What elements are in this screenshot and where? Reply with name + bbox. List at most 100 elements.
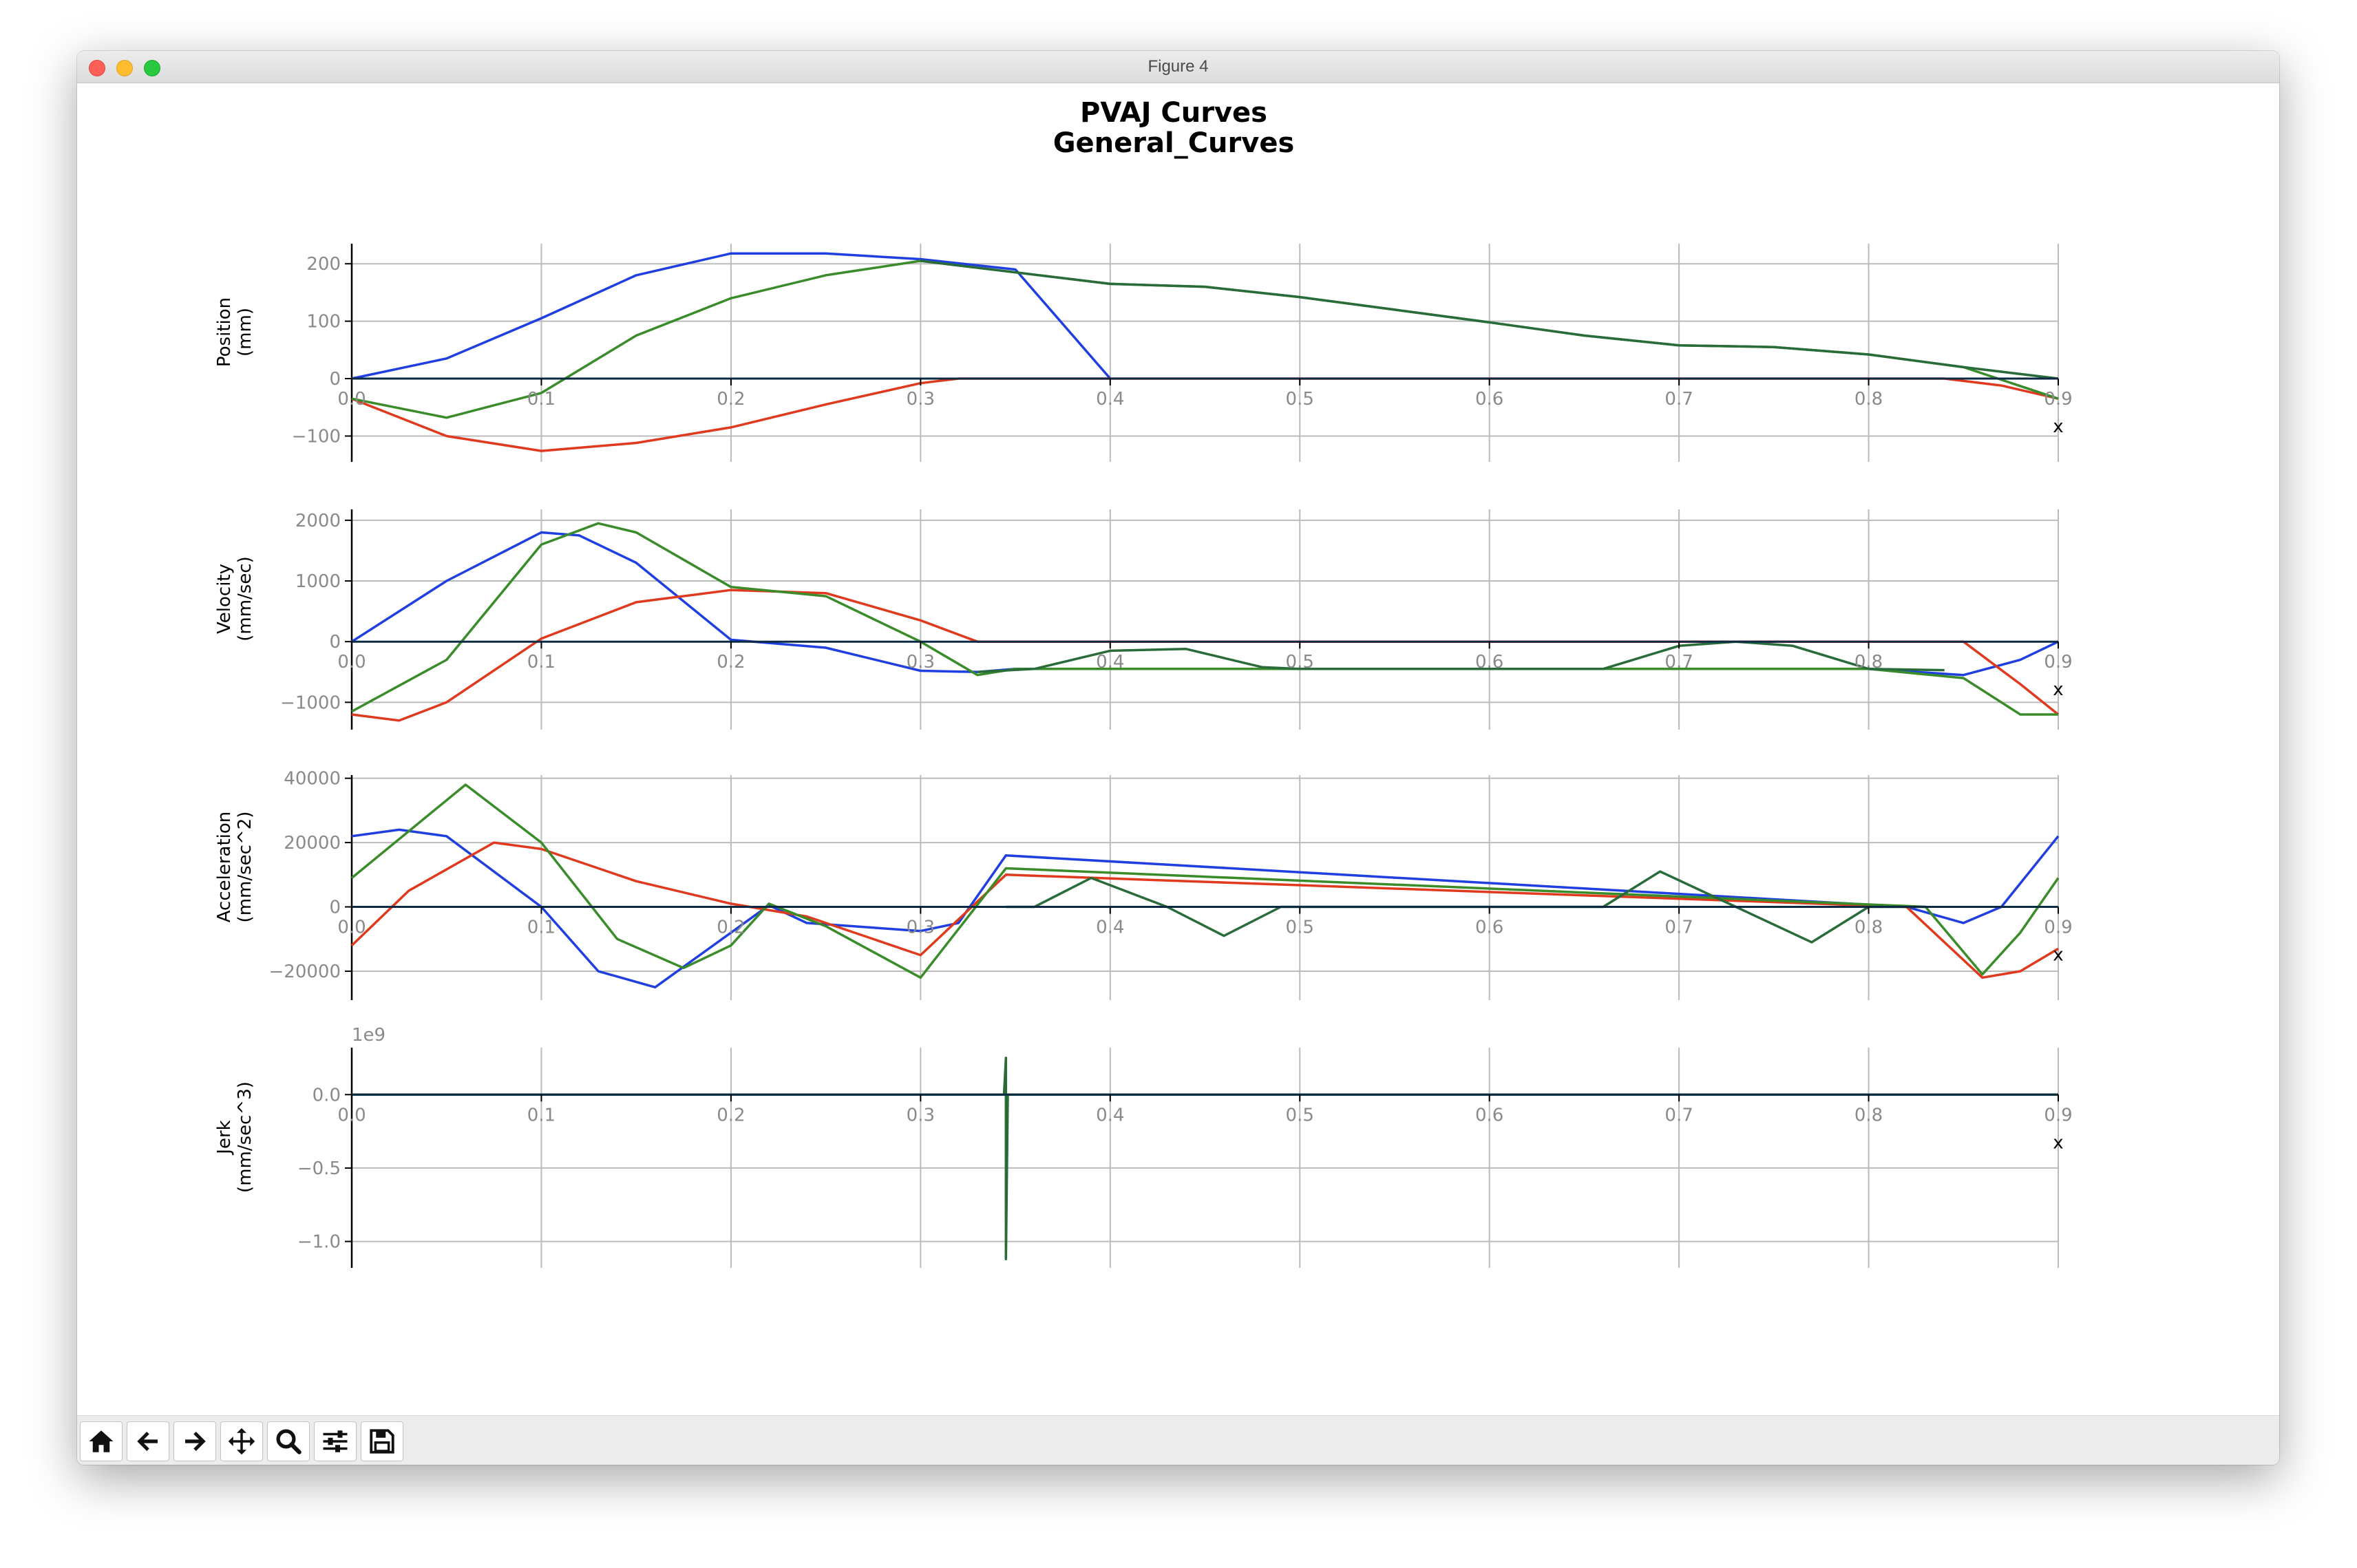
x-tick-label: 0.4 <box>1096 652 1124 672</box>
title-bar: Figure 4 <box>77 51 2279 83</box>
series-line-2 <box>351 377 2059 452</box>
pan-button[interactable] <box>220 1421 263 1461</box>
window-title: Figure 4 <box>1148 57 1209 76</box>
y-tick-label: 100 <box>306 312 341 332</box>
x-tick-label: 0.0 <box>337 918 366 938</box>
x-tick-label: 0.5 <box>1286 918 1314 938</box>
x-axis-label: x <box>2053 1132 2063 1153</box>
x-tick-label: 0.9 <box>2044 389 2072 410</box>
arrow-left-icon <box>137 1432 158 1451</box>
x-tick-label: 0.9 <box>2044 1105 2072 1125</box>
y-tick-label: 20000 <box>284 833 341 854</box>
y-tick-label: −0.5 <box>297 1158 341 1179</box>
x-tick-label: 0.0 <box>337 652 366 672</box>
series-line-3 <box>350 783 2060 979</box>
x-tick-label: 0.9 <box>2044 652 2072 672</box>
x-tick-label: 0.2 <box>717 389 745 410</box>
x-tick-label: 0.3 <box>907 1105 935 1125</box>
y-axis-label: Position(mm) <box>214 297 255 367</box>
home-button[interactable] <box>80 1421 123 1461</box>
x-tick-label: 0.8 <box>1854 389 1883 410</box>
x-tick-label: 0.8 <box>1854 1105 1883 1125</box>
x-tick-label: 0.3 <box>907 918 935 938</box>
x-tick-label: 0.8 <box>1854 652 1883 672</box>
x-axis-label: x <box>2053 945 2063 966</box>
y-tick-label: 0 <box>329 369 341 390</box>
series-line-2 <box>350 841 2059 979</box>
figure-canvas[interactable]: PVAJ Curves General_Curves 200 100 0 −100 0.… <box>77 83 2279 1416</box>
x-tick-label: 0.9 <box>2044 918 2072 938</box>
minimize-window-button[interactable] <box>116 60 133 76</box>
x-axis-label: x <box>2053 679 2063 700</box>
y-axis-label-line: Position <box>214 297 235 367</box>
back-button[interactable] <box>127 1421 169 1461</box>
y-axis-label-line: Acceleration <box>214 812 235 923</box>
figure-window: Figure 4 PVAJ Curves General_Curves 200 1… <box>77 51 2279 1465</box>
x-tick-label: 0.7 <box>1664 389 1693 410</box>
figure-title-line1: PVAJ Curves <box>1080 97 1267 129</box>
y-tick-label: 0 <box>329 632 341 653</box>
y-tick-label: −1000 <box>280 692 341 713</box>
subplot-1: 200 100 0 −100 0.0 0.1 0.2 0.3 0.4 0.5 0.6 0.7 0.8 0.… <box>214 244 2073 462</box>
move-icon <box>228 1428 255 1455</box>
offset-label: 1e9 <box>352 1025 385 1046</box>
subplot-4: 0.0 −0.5 −1.0 0.0 0.1 0.2 0.3 0.4 0.5 0.6 0.7 0.8 0.… <box>214 1025 2073 1268</box>
y-tick-label: 0 <box>329 898 341 918</box>
y-tick-label: 200 <box>306 254 341 275</box>
maximize-window-button[interactable] <box>144 60 160 76</box>
y-axis-label-line: (mm) <box>235 308 255 357</box>
y-tick-label: 1000 <box>295 571 341 592</box>
x-tick-label: 0.6 <box>1475 389 1503 410</box>
x-tick-label: 0.5 <box>1286 652 1314 672</box>
x-axis-label: x <box>2053 416 2063 437</box>
sliders-icon <box>323 1430 348 1452</box>
x-tick-label: 0.4 <box>1096 1105 1124 1125</box>
y-axis-label-line: Velocity <box>214 564 235 634</box>
y-axis-label-line: (mm/sec^2) <box>235 812 255 923</box>
y-axis-label-line: Jerk <box>214 1120 235 1155</box>
magnifier-icon <box>276 1429 302 1454</box>
subplot-2: 2000 1000 0 −1000 0.0 0.1 0.2 0.3 0.4 0.5 0.6 0.7 0.… <box>214 509 2073 730</box>
x-tick-label: 0.5 <box>1286 1105 1314 1125</box>
navigation-toolbar <box>77 1415 2279 1465</box>
y-tick-label: 40000 <box>284 769 341 790</box>
x-tick-label: 0.7 <box>1664 652 1693 672</box>
y-tick-label: −100 <box>292 426 341 447</box>
series-line-4 <box>920 259 2059 380</box>
x-tick-label: 0.1 <box>527 652 556 672</box>
series-line-1 <box>351 531 2059 677</box>
x-tick-label: 0.4 <box>1096 918 1124 938</box>
close-window-button[interactable] <box>89 60 105 76</box>
x-tick-label: 0.5 <box>1286 389 1314 410</box>
series-line-1 <box>351 252 1112 380</box>
figure-title-line2: General_Curves <box>1053 127 1295 159</box>
x-tick-label: 0.2 <box>717 1105 745 1125</box>
configure-subplots-button[interactable] <box>314 1421 357 1461</box>
save-button[interactable] <box>361 1421 403 1461</box>
series-line-3 <box>351 522 2058 716</box>
series-line-1 <box>351 828 2060 989</box>
x-tick-label: 0.6 <box>1475 918 1503 938</box>
x-tick-label: 0.6 <box>1475 652 1503 672</box>
x-tick-label: 0.1 <box>527 1105 556 1125</box>
y-tick-label: −20000 <box>269 962 341 982</box>
x-tick-label: 0.7 <box>1664 918 1693 938</box>
arrow-right-icon <box>185 1432 206 1451</box>
zoom-button[interactable] <box>267 1421 310 1461</box>
x-tick-label: 0.8 <box>1854 918 1883 938</box>
y-axis-label: Jerk(mm/sec^3) <box>214 1081 255 1193</box>
series-line-2 <box>351 589 2060 722</box>
series-line-1 <box>352 1057 2058 1260</box>
x-tick-label: 0.1 <box>527 389 556 410</box>
x-tick-label: 0.3 <box>907 389 935 410</box>
floppy-disk-icon <box>370 1429 394 1454</box>
x-tick-label: 0.2 <box>717 918 745 938</box>
y-tick-label: −1.0 <box>297 1232 341 1253</box>
y-axis-label: Acceleration(mm/sec^2) <box>214 812 255 923</box>
y-axis-label-line: (mm/sec) <box>235 556 255 642</box>
forward-button[interactable] <box>173 1421 216 1461</box>
subplot-3: 40000 20000 0 −20000 0.0 0.1 0.2 0.3 0.4 0.5 0.6 0.… <box>214 769 2073 1000</box>
x-tick-label: 0.1 <box>527 918 556 938</box>
x-tick-label: 0.2 <box>717 652 745 672</box>
